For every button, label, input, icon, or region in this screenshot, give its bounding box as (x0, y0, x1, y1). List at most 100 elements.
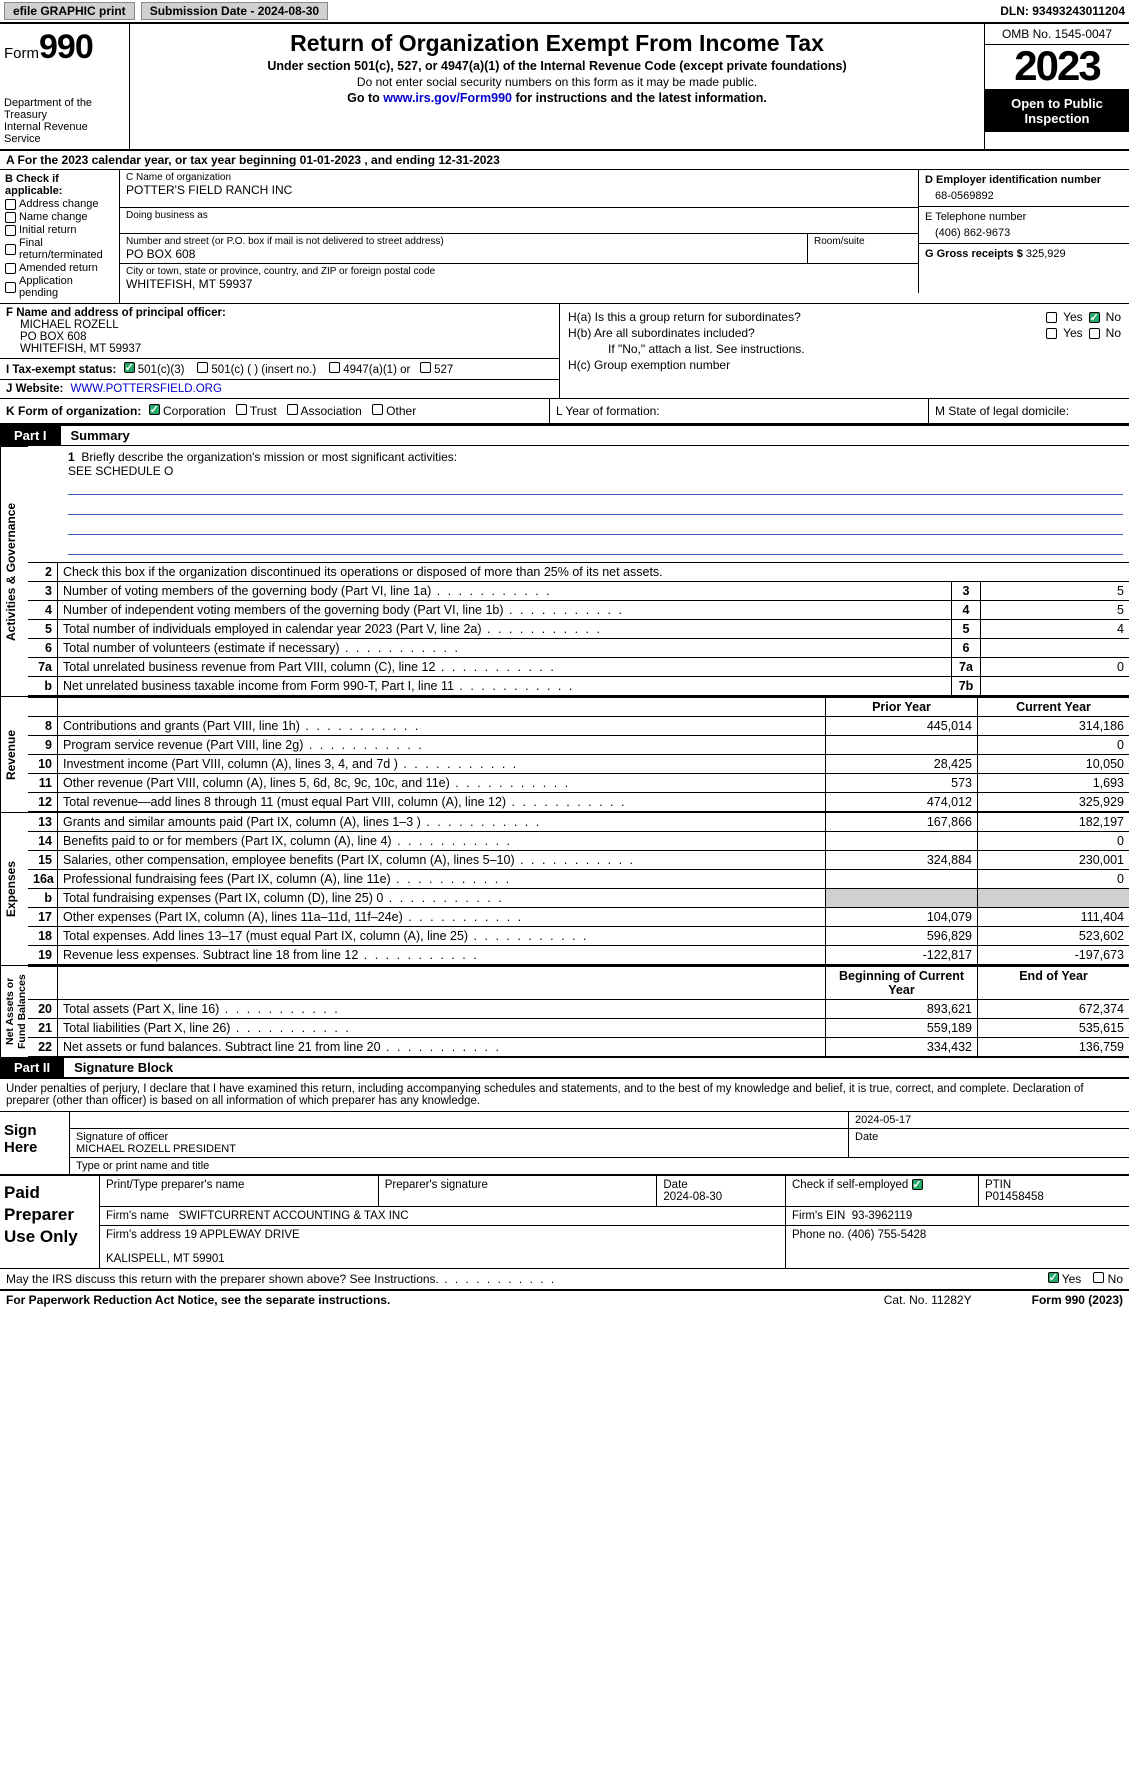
form-title: Return of Organization Exempt From Incom… (138, 30, 976, 57)
summary-expenses: Expenses 13Grants and similar amounts pa… (0, 812, 1129, 965)
checkbox-discuss-no[interactable] (1093, 1272, 1104, 1283)
paid-preparer-block: Paid Preparer Use Only Print/Type prepar… (0, 1176, 1129, 1269)
section-b-through-g: B Check if applicable: Address change Na… (0, 170, 1129, 304)
prior-year-value: -122,817 (825, 946, 977, 964)
checkbox-assoc[interactable] (287, 404, 298, 415)
addr: PO BOX 608 (126, 247, 801, 261)
type-name-label: Type or print name and title (70, 1158, 1129, 1174)
prior-year-value (825, 736, 977, 754)
checkbox-name-change[interactable] (5, 212, 16, 223)
tab-expenses: Expenses (0, 812, 28, 965)
checkbox-4947[interactable] (329, 362, 340, 373)
efile-button[interactable]: efile GRAPHIC print (4, 2, 135, 20)
dept-treasury: Department of the Treasury Internal Reve… (4, 97, 125, 145)
h-b-label: H(b) Are all subordinates included? (568, 326, 1040, 340)
ptin: P01458458 (985, 1191, 1044, 1203)
summary-value (981, 639, 1129, 657)
sign-date: 2024-05-17 (849, 1112, 1129, 1128)
section-k-l-m: K Form of organization: Corporation Trus… (0, 399, 1129, 425)
box-i-label: I Tax-exempt status: (6, 364, 116, 376)
checkbox-discuss-yes[interactable] (1048, 1272, 1059, 1283)
current-year-value (977, 889, 1129, 907)
paperwork-notice: For Paperwork Reduction Act Notice, see … (6, 1293, 390, 1307)
cat-no: Cat. No. 11282Y (884, 1293, 972, 1307)
dba-label: Doing business as (126, 210, 912, 221)
section-f-h-i-j: F Name and address of principal officer:… (0, 304, 1129, 399)
form-header: Form990 Department of the Treasury Inter… (0, 24, 1129, 151)
current-year-value: 10,050 (977, 755, 1129, 773)
summary-value: 0 (981, 658, 1129, 676)
principal-officer: MICHAEL ROZELL PO BOX 608 WHITEFISH, MT … (6, 319, 141, 355)
current-year-value: 535,615 (977, 1019, 1129, 1037)
summary-line: Salaries, other compensation, employee b… (58, 851, 825, 869)
summary-line: Revenue less expenses. Subtract line 18 … (58, 946, 825, 964)
summary-line: Other expenses (Part IX, column (A), lin… (58, 908, 825, 926)
city: WHITEFISH, MT 59937 (126, 277, 912, 291)
checkbox-app-pending[interactable] (5, 282, 16, 293)
sig-officer-label: Signature of officer (76, 1131, 842, 1143)
gross-receipts: 325,929 (1026, 248, 1066, 260)
h-a-label: H(a) Is this a group return for subordin… (568, 310, 1040, 324)
ein-label: D Employer identification number (925, 174, 1123, 186)
checkbox-amended[interactable] (5, 263, 16, 274)
checkbox-final-return[interactable] (5, 244, 16, 255)
topbar: efile GRAPHIC print Submission Date - 20… (0, 0, 1129, 24)
mission-text: SEE SCHEDULE O (68, 464, 1123, 478)
box-l: L Year of formation: (550, 399, 929, 423)
prior-year-value (825, 832, 977, 850)
checkbox-527[interactable] (420, 362, 431, 373)
discuss-question: May the IRS discuss this return with the… (6, 1272, 556, 1286)
summary-line: Total unrelated business revenue from Pa… (58, 658, 951, 676)
current-year-value: 111,404 (977, 908, 1129, 926)
summary-line: Professional fundraising fees (Part IX, … (58, 870, 825, 888)
checkbox-hb-yes[interactable] (1046, 328, 1057, 339)
current-year-value: 136,759 (977, 1038, 1129, 1056)
current-year-value: 0 (977, 832, 1129, 850)
checkbox-other[interactable] (372, 404, 383, 415)
website-link[interactable]: WWW.POTTERSFIELD.ORG (71, 383, 222, 395)
phone-label: E Telephone number (925, 211, 1123, 223)
box-k-label: K Form of organization: (6, 404, 141, 418)
checkbox-initial-return[interactable] (5, 225, 16, 236)
box-b: B Check if applicable: Address change Na… (0, 170, 120, 303)
summary-line: Program service revenue (Part VIII, line… (58, 736, 825, 754)
checkbox-ha-yes[interactable] (1046, 312, 1057, 323)
ein: 68-0569892 (925, 186, 1123, 202)
line-2: Check this box if the organization disco… (58, 563, 1129, 581)
part-2-header: Part II Signature Block (0, 1057, 1129, 1078)
mission-label: Briefly describe the organization's miss… (81, 450, 457, 464)
box-d-e-g: D Employer identification number 68-0569… (919, 170, 1129, 303)
box-f-label: F Name and address of principal officer: (6, 307, 226, 319)
form-subtitle-1: Under section 501(c), 527, or 4947(a)(1)… (138, 59, 976, 73)
tab-governance: Activities & Governance (0, 446, 28, 696)
irs-link[interactable]: www.irs.gov/Form990 (383, 91, 512, 105)
dln: DLN: 93493243011204 (1000, 4, 1125, 18)
current-year-value: 523,602 (977, 927, 1129, 945)
checkbox-corp[interactable] (149, 404, 160, 415)
prep-date: 2024-08-30 (663, 1191, 722, 1203)
sig-date-label: Date (849, 1129, 1129, 1157)
summary-line: Other revenue (Part VIII, column (A), li… (58, 774, 825, 792)
h-b-note: If "No," attach a list. See instructions… (568, 342, 1121, 356)
prep-sig-hdr: Preparer's signature (379, 1176, 658, 1206)
room-label: Room/suite (814, 236, 912, 247)
submission-date: Submission Date - 2024-08-30 (141, 2, 328, 20)
prior-year-value (825, 870, 977, 888)
checkbox-501c3[interactable] (124, 362, 135, 373)
firm-name: SWIFTCURRENT ACCOUNTING & TAX INC (179, 1210, 409, 1222)
checkbox-hb-no[interactable] (1089, 328, 1100, 339)
summary-line: Total number of individuals employed in … (58, 620, 951, 638)
summary-line: Total number of volunteers (estimate if … (58, 639, 951, 657)
checkbox-address-change[interactable] (5, 199, 16, 210)
current-year-value: 0 (977, 870, 1129, 888)
box-m: M State of legal domicile: (929, 399, 1129, 423)
box-h: H(a) Is this a group return for subordin… (560, 304, 1129, 398)
summary-line: Total fundraising expenses (Part IX, col… (58, 889, 825, 907)
checkbox-trust[interactable] (236, 404, 247, 415)
current-year-value: 1,693 (977, 774, 1129, 792)
checkbox-self-employed[interactable] (912, 1179, 923, 1190)
discuss-row: May the IRS discuss this return with the… (0, 1269, 1129, 1291)
summary-line: Total revenue—add lines 8 through 11 (mu… (58, 793, 825, 811)
checkbox-501c[interactable] (197, 362, 208, 373)
checkbox-ha-no[interactable] (1089, 312, 1100, 323)
